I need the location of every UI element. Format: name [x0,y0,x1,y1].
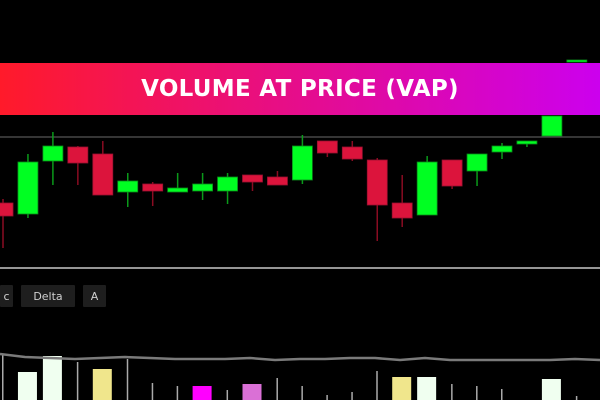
candle-up [541,115,563,137]
candle-down [316,140,338,154]
candle-down [341,146,363,160]
candle-up [42,145,64,162]
candle-up [466,153,488,172]
delta-button[interactable]: Delta [21,285,75,307]
volume-average-line [0,352,600,362]
volume-bar [242,384,262,400]
candle-up [117,180,139,193]
volume-group [0,352,600,400]
candle-up [416,161,438,216]
volume-bar [226,390,229,400]
candle-down [92,153,114,196]
volume-bar [151,383,154,400]
volume-bar [451,384,453,400]
candle-down [391,202,413,219]
candle-up [291,145,313,181]
candle-up [566,59,588,63]
volume-bar [92,369,112,400]
a-button[interactable]: A [83,285,106,307]
candle-up [192,183,214,192]
candle-down [441,159,463,187]
volume-bar [192,386,212,400]
candle-down [0,202,14,217]
volume-bar [17,372,37,400]
banner-title: VOLUME AT PRICE (VAP) [141,76,459,102]
candle-up [17,161,39,215]
volume-bar [417,377,437,400]
candle-down [242,174,263,183]
volume-bar [376,371,378,400]
volume-bar [501,389,503,400]
candle-down [267,176,288,186]
volume-bar [76,362,79,400]
candle-down [366,159,388,206]
volume-bar [476,386,478,400]
volume-bar [276,378,278,400]
candle-down [67,146,89,164]
candle-up [516,140,538,145]
volume-bar [126,359,129,400]
candles-group [0,59,600,248]
volume-bar [42,356,62,400]
candle-down [142,183,164,192]
title-banner: VOLUME AT PRICE (VAP) [0,63,600,115]
volume-bar [176,386,179,400]
volume-bar [575,396,578,400]
volume-bar [2,354,4,400]
volume-bar [392,377,412,400]
mode-button-c[interactable]: c [0,285,13,307]
volume-bar [351,392,353,400]
volume-bar [326,395,328,400]
candle-up [491,145,513,153]
volume-bar [301,386,303,400]
volume-bar [541,379,561,400]
candle-up [217,176,238,192]
candle-up [167,187,189,193]
